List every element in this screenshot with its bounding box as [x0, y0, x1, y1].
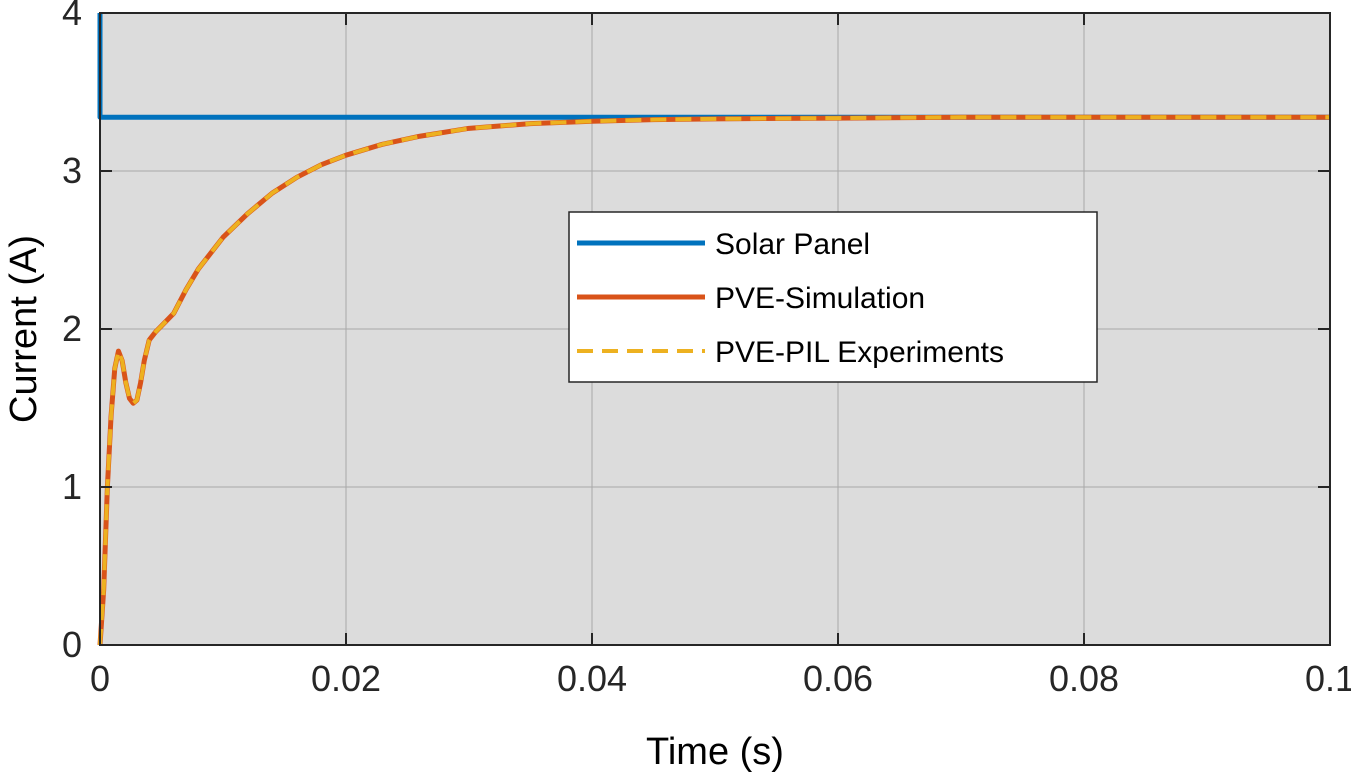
x-axis-label: Time (s) [646, 731, 784, 773]
y-tick-label: 3 [62, 150, 82, 191]
x-tick-label: 0.1 [1305, 658, 1351, 699]
legend-label: PVE-Simulation [715, 282, 925, 315]
x-tick-label: 0 [90, 658, 110, 699]
y-tick-label: 0 [62, 624, 82, 665]
y-axis-label: Current (A) [3, 235, 45, 423]
x-tick-label: 0.08 [1049, 658, 1119, 699]
legend-label: Solar Panel [715, 228, 870, 261]
legend-label: PVE-PIL Experiments [715, 336, 1004, 369]
legend: Solar Panel PVE-Simulation PVE-PIL Experim… [568, 211, 1098, 383]
x-tick-label: 0.06 [803, 658, 873, 699]
series-line-pve-pil-experiments [98, 115, 1330, 646]
x-tick-label: 0.04 [557, 658, 627, 699]
y-tick-label: 2 [62, 308, 82, 349]
x-tick-label: 0.02 [311, 658, 381, 699]
y-tick-label: 1 [62, 466, 82, 507]
y-tick-label: 4 [62, 0, 82, 33]
axis-ticks: 0 0.02 0.04 0.06 0.08 0.1 0 1 2 3 4 [62, 0, 1351, 699]
